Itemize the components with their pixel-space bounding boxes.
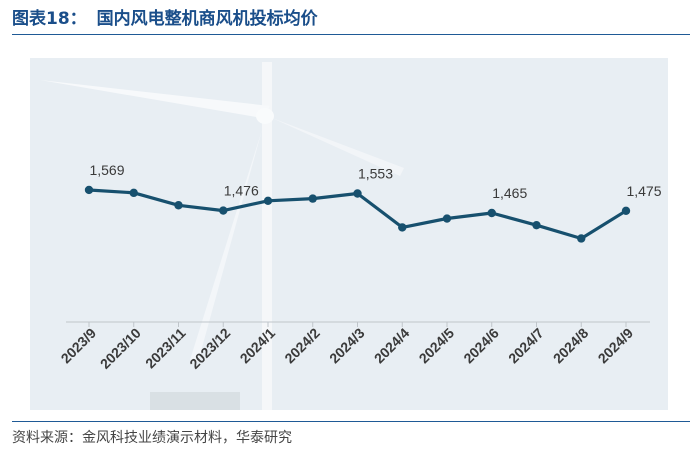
figure-title-text: 国内风电整机商风机投标均价 — [96, 9, 318, 29]
turbine-tower-shape — [262, 62, 272, 410]
plot-area — [30, 58, 668, 410]
data-point — [577, 234, 586, 243]
data-label: 1,553 — [358, 166, 393, 182]
turbine-blade-shape — [190, 130, 262, 362]
figure-title: 图表18： 国内风电整机商风机投标均价 — [12, 6, 318, 32]
data-point — [308, 194, 317, 203]
data-label: 1,476 — [224, 183, 259, 199]
data-point — [487, 208, 496, 218]
source-note: 资料来源：金风科技业绩演示材料，华泰研究 — [12, 430, 292, 446]
data-point — [532, 220, 541, 230]
chart-background — [30, 58, 668, 410]
trees-shape — [150, 392, 240, 410]
data-label: 1,569 — [89, 162, 124, 178]
turbine-blade-shape — [40, 80, 270, 118]
turbine-blade-shape — [272, 118, 404, 176]
data-label: 1,475 — [626, 183, 661, 199]
data-point — [621, 206, 631, 215]
data-point — [174, 201, 183, 210]
turbine-hub-shape — [256, 108, 274, 124]
data-point — [263, 196, 273, 206]
data-label-layer: 1,569 1,476 1,553 1,465 1,475 — [89, 162, 661, 201]
source-rule — [12, 421, 690, 422]
data-point — [353, 189, 362, 198]
data-point — [84, 185, 94, 195]
data-point — [219, 206, 228, 215]
data-point — [398, 223, 407, 232]
data-label: 1,465 — [492, 185, 527, 201]
figure-label: 图表18： — [12, 9, 87, 29]
data-point — [442, 214, 452, 223]
data-point — [129, 188, 138, 198]
title-rule — [12, 34, 690, 35]
series-layer — [84, 185, 631, 243]
